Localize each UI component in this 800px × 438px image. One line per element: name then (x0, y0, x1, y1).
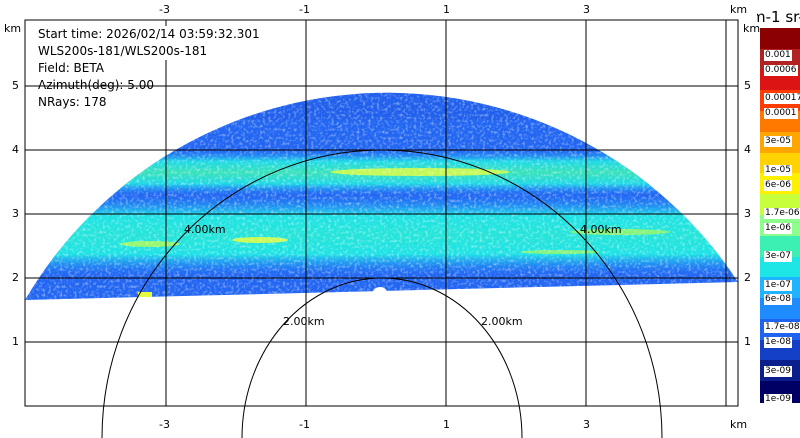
range-rings (101, 149, 663, 438)
colorbar-label: 3e-09 (764, 366, 792, 377)
x-tick-bottom-1: -3 (159, 418, 170, 431)
y-tick-right-4: 4 (744, 143, 751, 156)
x-tick-top-1: -3 (159, 3, 170, 16)
nrays-text: NRays: 178 (38, 95, 107, 109)
colorbar-label: 6e-06 (764, 180, 792, 191)
y-tick-right-1: 1 (744, 335, 751, 348)
ring-label-4km-left: 4.00km (184, 223, 226, 236)
x-tick-top-2: -1 (299, 3, 310, 16)
y-unit-right: km (743, 22, 761, 35)
ring-label-2km-left: 2.00km (283, 315, 325, 328)
colorbar-label: 0.0001 (764, 108, 798, 119)
x-unit-top: km (730, 3, 748, 16)
field-text: Field: BETA (36, 60, 106, 77)
colorbar-label: 6e-08 (764, 294, 792, 305)
colorbar-label: 1.7e-06 (764, 208, 800, 219)
x-tick-bottom-4: 3 (583, 418, 590, 431)
y-tick-right-5: 5 (744, 79, 751, 92)
colorbar-label: 3e-05 (764, 136, 792, 147)
y-unit-left: km (4, 22, 22, 35)
colorbar-label: 0.001 (764, 50, 792, 61)
y-tick-left-2: 2 (12, 271, 19, 284)
x-tick-top-3: 1 (443, 3, 450, 16)
colorbar-label: 0.0006 (764, 65, 798, 76)
colorbar-label: 1e-06 (764, 223, 792, 234)
plot-info: Start time: 2026/02/14 03:59:32.301 WLS2… (36, 26, 262, 111)
y-tick-left-3: 3 (12, 207, 19, 220)
y-tick-left-1: 1 (12, 335, 19, 348)
colorbar-label: 0.00017 (764, 93, 800, 104)
colorbar-label: 3e-07 (764, 251, 792, 262)
x-tick-bottom-3: 1 (443, 418, 450, 431)
start-time-text: Start time: 2026/02/14 03:59:32.301 (36, 26, 262, 43)
y-tick-right-3: 3 (744, 207, 751, 220)
x-unit-bottom: km (730, 418, 748, 431)
azimuth-text: Azimuth(deg): 5.00 (38, 78, 155, 92)
y-tick-left-5: 5 (12, 79, 19, 92)
colorbar-label: 1e-08 (764, 337, 792, 348)
ring-label-4km-right: 4.00km (580, 223, 622, 236)
colorbar-label: 1e-09 (764, 394, 792, 405)
y-tick-right-2: 2 (744, 271, 751, 284)
ring-label-2km-right: 2.00km (481, 315, 523, 328)
colorbar-label: 1.7e-08 (764, 322, 800, 333)
grid-lines (24, 19, 739, 407)
colorbar-swatch (760, 28, 800, 50)
x-tick-top-4: 3 (583, 3, 590, 16)
colorbar-label: 1e-07 (764, 280, 792, 291)
colorbar-title: m-1 sr-1 (751, 8, 800, 26)
y-tick-left-4: 4 (12, 143, 19, 156)
colorbar-label: 1e-05 (764, 165, 792, 176)
x-tick-bottom-2: -1 (299, 418, 310, 431)
instrument-text: WLS200s-181/WLS200s-181 (36, 43, 210, 60)
